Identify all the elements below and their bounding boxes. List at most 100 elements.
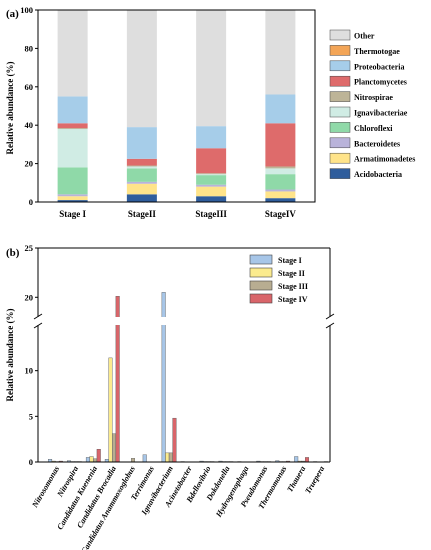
bar-acidobacteria-stageiv: [265, 198, 296, 202]
bar-stage-iv-thauera: [305, 457, 310, 463]
legend-label-ignavibacteriae: Ignavibacteriae: [354, 109, 408, 118]
legend-label-proteobacteria: Proteobacteria: [354, 62, 405, 71]
bar-planctomycetes-stage-i: [57, 123, 88, 129]
legend-label-other: Other: [354, 32, 375, 41]
legend-swatch-acidobacteria: [329, 168, 351, 179]
bar-armatimonadetes-stageiv: [265, 191, 296, 199]
bar-stage-i-thauera: [294, 456, 299, 463]
x-tick-label: StageIII: [195, 209, 227, 219]
panel-b-label: (b): [6, 247, 20, 259]
legend-label-stage-iii: Stage III: [278, 282, 308, 291]
bar-stage-iii-ignavibacterium: [168, 452, 173, 463]
bar-proteobacteria-stageiv: [265, 94, 296, 124]
bar-ignavibacteriae-stageiii: [196, 174, 227, 176]
legend-swatch-armatimonadetes: [329, 152, 351, 164]
y-tick-label: 5: [29, 411, 33, 421]
panel-a-y-axis-title: Relative abundance (%): [5, 62, 15, 155]
break-mark: [325, 322, 335, 329]
bar-stage-ii-candidatus-kuenenia: [89, 456, 94, 463]
bar-stage-ii-candidatus-brocadia: [108, 357, 113, 463]
bar-armatimonadetes-stage-i: [57, 196, 88, 201]
y-tick-label: 0: [29, 197, 33, 207]
panel-a-legend: Other Thermotogae Proteobacteria Planctomyc…: [329, 29, 415, 179]
panel-b-y-axis-title: Relative abundance (%): [5, 309, 15, 402]
legend-swatch-planctomycetes: [329, 75, 351, 87]
bar-armatimonadetes-stageiii: [196, 186, 227, 197]
legend-swatch-ignavibacteriae: [329, 106, 351, 118]
bar-bacteroidetes-stageii: [126, 181, 157, 184]
bar-ignavibacteriae-stageiv: [265, 168, 296, 175]
y-tick-label: 40: [25, 120, 34, 130]
bar-armatimonadetes-stageii: [126, 183, 157, 195]
bar-stage-ii-ignavibacterium: [165, 452, 170, 463]
break-mark: [33, 322, 43, 329]
bar-other-stageiii: [196, 10, 227, 127]
legend-label-nitrospirae: Nitrospirae: [354, 93, 393, 102]
bar-planctomycetes-stageiii: [196, 148, 227, 174]
bar-stage-i-terrimonas: [142, 454, 147, 463]
bar-acidobacteria-stageii: [126, 194, 157, 202]
bar-stage-iv-ignavibacterium: [172, 417, 177, 463]
legend-label-chloroflexi: Chloroflexi: [354, 124, 393, 133]
panel-b-legend: Stage I Stage II Stage III Stage IV: [249, 254, 308, 304]
legend-swatch-nitrospirae: [329, 91, 351, 102]
bar-nitrospirae-stageii: [126, 165, 157, 167]
y-tick-label: 10: [25, 366, 34, 376]
bar-planctomycetes-stageii: [126, 158, 157, 166]
bar-nitrospirae-stageiv: [265, 166, 296, 169]
legend-label-bacteroidetes: Bacteroidetes: [354, 139, 400, 148]
bar-chloroflexi-stageii: [126, 168, 157, 182]
y-tick-label: 80: [25, 43, 34, 53]
bar-bacteroidetes-stageiv: [265, 189, 296, 192]
panel-b: (b) Relative abundance (%) NitrosomonasN…: [5, 243, 335, 550]
x-tick-label: StageII: [128, 209, 156, 219]
legend-swatch-other: [329, 29, 351, 41]
y-tick-label: 60: [25, 82, 34, 92]
bar-ignavibacteriae-stage-i: [57, 129, 88, 168]
legend-label-planctomycetes: Planctomycetes: [354, 78, 407, 87]
bar-chloroflexi-stageiv: [265, 174, 296, 190]
bar-chloroflexi-stage-i: [57, 167, 88, 195]
bar-bacteroidetes-stage-i: [57, 194, 88, 197]
legend-swatch-thermotogae: [329, 45, 351, 56]
y-tick-label: 20: [25, 159, 34, 169]
x-tick-label: Stage I: [59, 209, 86, 219]
bar-proteobacteria-stageiii: [196, 126, 227, 149]
bar-proteobacteria-stage-i: [57, 96, 88, 124]
x-tick-label: StageIV: [265, 209, 296, 219]
legend-swatch-stage-i: [249, 254, 273, 265]
bar-other-stageiv: [265, 10, 296, 95]
legend-label-stage-iv: Stage IV: [278, 295, 308, 304]
panel-a-bars: [57, 10, 296, 202]
bar-nitrospirae-stage-i: [57, 128, 88, 130]
y-tick-label: 20: [25, 292, 34, 302]
legend-swatch-stage-iv: [249, 293, 273, 304]
bar-stage-iii-candidatus-brocadia: [112, 433, 117, 463]
legend-swatch-proteobacteria: [329, 60, 351, 72]
bar-bacteroidetes-stageiii: [196, 184, 227, 187]
bar-stage-i-candidatus-kuenenia: [85, 457, 90, 463]
bar-stage-iii-candidatus-anammoxoglobus: [130, 458, 135, 463]
panel-a-frame: [37, 9, 316, 203]
bar-nitrospirae-stageiii: [196, 173, 227, 175]
axis-break-gap: [39, 317, 329, 325]
legend-label-acidobacteria: Acidobacteria: [354, 170, 402, 179]
bar-stage-iv-candidatus-kuenenia: [96, 449, 101, 463]
bar-other-stage-i: [57, 10, 88, 97]
legend-label-stage-i: Stage I: [278, 256, 302, 265]
legend-label-stage-ii: Stage II: [278, 269, 305, 278]
legend-swatch-stage-ii: [249, 267, 273, 278]
y-tick-label: 100: [20, 5, 33, 15]
y-tick-label: 0: [29, 457, 33, 467]
bar-acidobacteria-stageiii: [196, 196, 227, 202]
legend-label-thermotogae: Thermotogae: [354, 47, 400, 56]
legend-swatch-chloroflexi: [329, 122, 351, 133]
bar-proteobacteria-stageii: [126, 127, 157, 159]
panel-a-axes: Stage I StageII StageIII StageIV 0 20 40 60 80 10…: [20, 5, 316, 219]
legend-swatch-stage-iii: [249, 280, 273, 291]
panel-a: (a) Relative abundance (%) Stage I StageI…: [5, 5, 415, 219]
bar-acidobacteria-stage-i: [57, 200, 88, 202]
bar-chloroflexi-stageiii: [196, 175, 227, 185]
panel-a-label: (a): [6, 8, 19, 20]
bar-ignavibacteriae-stageii: [126, 166, 157, 169]
